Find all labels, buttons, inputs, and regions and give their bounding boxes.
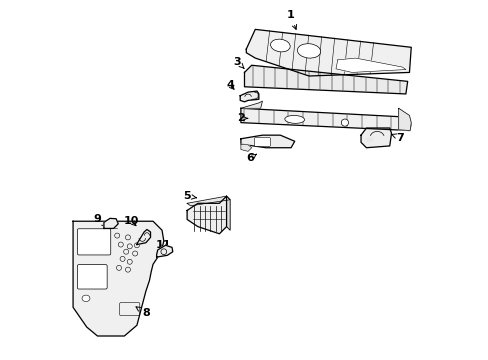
Text: 9: 9 xyxy=(93,215,106,226)
Polygon shape xyxy=(187,196,230,206)
Polygon shape xyxy=(73,221,163,336)
Text: 3: 3 xyxy=(233,57,244,68)
Polygon shape xyxy=(240,91,258,102)
Polygon shape xyxy=(246,30,410,76)
Ellipse shape xyxy=(270,39,289,52)
Text: 11: 11 xyxy=(156,239,171,249)
Polygon shape xyxy=(398,108,410,131)
FancyBboxPatch shape xyxy=(77,265,107,289)
FancyBboxPatch shape xyxy=(77,229,110,255)
Polygon shape xyxy=(241,144,251,151)
Text: 10: 10 xyxy=(123,216,139,226)
FancyBboxPatch shape xyxy=(254,138,270,146)
Text: 7: 7 xyxy=(390,133,404,143)
Polygon shape xyxy=(241,135,294,148)
Text: 6: 6 xyxy=(245,153,256,163)
Polygon shape xyxy=(226,196,230,230)
Polygon shape xyxy=(241,101,262,108)
Text: 5: 5 xyxy=(183,191,196,201)
Polygon shape xyxy=(360,128,391,148)
Polygon shape xyxy=(187,196,226,234)
Ellipse shape xyxy=(82,295,90,302)
Polygon shape xyxy=(244,65,407,94)
Polygon shape xyxy=(335,58,405,72)
Polygon shape xyxy=(366,138,372,141)
Text: 8: 8 xyxy=(136,307,149,318)
Polygon shape xyxy=(156,245,172,257)
Ellipse shape xyxy=(297,44,320,58)
Polygon shape xyxy=(137,229,150,244)
Ellipse shape xyxy=(285,116,304,123)
Circle shape xyxy=(341,119,348,126)
Text: 1: 1 xyxy=(286,10,296,30)
Text: 4: 4 xyxy=(226,80,234,90)
Polygon shape xyxy=(241,108,410,131)
Text: 2: 2 xyxy=(237,113,247,123)
Polygon shape xyxy=(104,219,118,228)
